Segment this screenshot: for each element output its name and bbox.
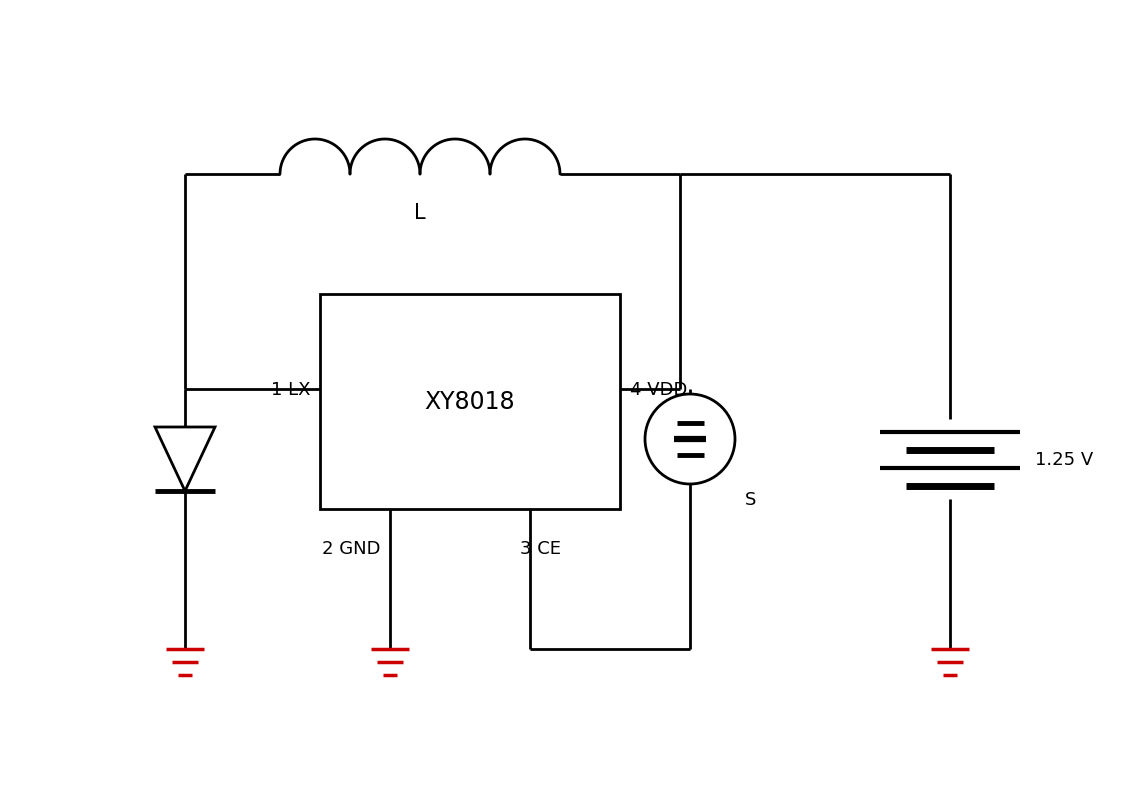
Text: L: L — [414, 202, 426, 222]
Bar — [320, 295, 620, 509]
Text: 1.25 V: 1.25 V — [1036, 450, 1093, 468]
Text: 3 CE: 3 CE — [520, 540, 561, 557]
Text: 2 GND: 2 GND — [321, 540, 379, 557]
Text: 1 LX: 1 LX — [271, 381, 310, 398]
Text: 4 VDD: 4 VDD — [630, 381, 687, 398]
Text: XY8018: XY8018 — [425, 390, 515, 414]
Text: S: S — [745, 491, 757, 508]
